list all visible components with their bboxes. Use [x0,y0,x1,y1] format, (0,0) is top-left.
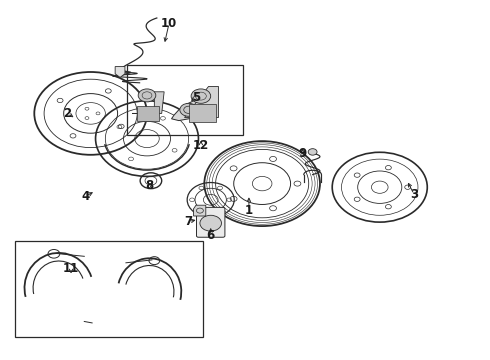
Bar [15,241,203,337]
Text: 10: 10 [161,17,177,30]
Polygon shape [189,104,216,122]
Polygon shape [184,86,218,117]
Text: 3: 3 [410,188,418,201]
Text: 11: 11 [63,262,79,275]
Text: 9: 9 [299,147,307,159]
Text: 7: 7 [185,215,193,228]
Text: 6: 6 [207,229,215,242]
Text: 12: 12 [193,139,209,152]
Circle shape [191,89,211,103]
FancyBboxPatch shape [196,207,225,237]
Text: 2: 2 [64,107,72,120]
Polygon shape [115,67,125,77]
Text: 8: 8 [146,179,153,192]
Polygon shape [132,92,164,113]
Text: 1: 1 [245,204,253,217]
Text: 4: 4 [82,190,90,203]
Circle shape [200,215,221,231]
Circle shape [138,89,156,102]
Polygon shape [137,106,159,121]
Bar [127,65,243,135]
Circle shape [180,103,197,116]
Polygon shape [194,205,206,216]
Circle shape [308,149,317,155]
Text: 5: 5 [192,91,200,104]
Polygon shape [172,101,206,121]
